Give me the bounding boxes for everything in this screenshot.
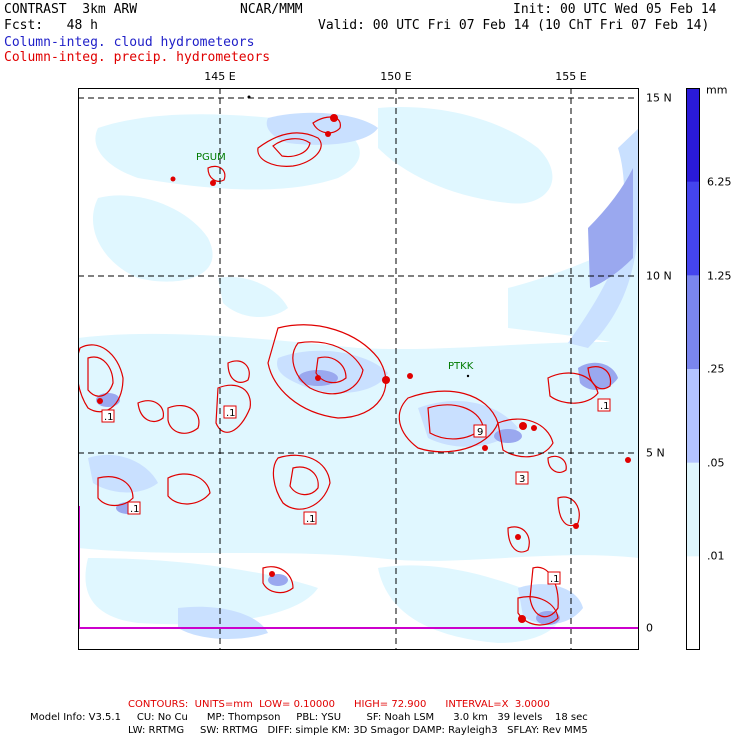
station-label-ptkk: PTKK bbox=[448, 361, 474, 372]
model-info: Model Info: V3.5.1 CU: No Cu MP: Thompso… bbox=[30, 712, 588, 723]
colorbar-segment bbox=[686, 275, 700, 370]
longitude-label-155: 155 E bbox=[555, 70, 587, 83]
colorbar-segment bbox=[686, 181, 700, 276]
colorbar bbox=[686, 88, 700, 650]
organization-label: NCAR/MMM bbox=[240, 2, 303, 17]
colorbar-segment bbox=[686, 556, 700, 650]
colorbar-label: 1.25 bbox=[707, 269, 732, 283]
contour-label: .1 bbox=[550, 574, 560, 585]
colorbar-label: .01 bbox=[707, 549, 725, 563]
model-title: CONTRAST 3km ARW bbox=[4, 2, 138, 17]
station-marker bbox=[466, 374, 470, 378]
valid-time: Valid: 00 UTC Fri 07 Feb 14 (10 ChT Fri … bbox=[318, 18, 710, 33]
latitude-label-5n: 5 N bbox=[646, 446, 665, 460]
init-time: Init: 00 UTC Wed 05 Feb 14 bbox=[513, 2, 717, 17]
contour-value-labels: .1 .1 .1 .1 9 3 .1 .1 bbox=[101, 398, 611, 585]
latitude-label-equator: 0 bbox=[646, 621, 653, 635]
contour-label: .1 bbox=[130, 504, 140, 515]
station-marker bbox=[247, 95, 251, 99]
station-label-pgum: PGUM bbox=[196, 152, 226, 163]
forecast-hour: Fcst: 48 h bbox=[4, 18, 98, 33]
contour-label: .1 bbox=[226, 408, 236, 419]
contour-label: .1 bbox=[104, 412, 114, 423]
contour-label: 3 bbox=[519, 474, 525, 485]
latitude-label-15n: 15 N bbox=[646, 91, 672, 105]
longitude-label-145: 145 E bbox=[204, 70, 236, 83]
latitude-label-10n: 10 N bbox=[646, 269, 672, 283]
colorbar-segment bbox=[686, 462, 700, 557]
colorbar-segment bbox=[686, 369, 700, 464]
longitude-label-150: 150 E bbox=[380, 70, 412, 83]
colorbar-segment bbox=[686, 88, 700, 183]
colorbar-label: 6.25 bbox=[707, 175, 732, 189]
precip-field-title: Column-integ. precip. hydrometeors bbox=[4, 50, 271, 65]
contour-label: .1 bbox=[600, 401, 610, 412]
contour-label: .1 bbox=[306, 514, 316, 525]
physics-info: LW: RRTMG SW: RRTMG DIFF: simple KM: 3D … bbox=[128, 725, 588, 736]
colorbar-label: .25 bbox=[707, 362, 725, 376]
colorbar-unit: mm bbox=[706, 83, 728, 97]
colorbar-label: .05 bbox=[707, 456, 725, 470]
precipitation-cores bbox=[97, 114, 631, 623]
precipitation-map: PGUM PTKK .1 .1 .1 .1 9 3 .1 .1 bbox=[78, 88, 639, 650]
cloud-field-title: Column-integ. cloud hydrometeors bbox=[4, 35, 255, 50]
contour-info: CONTOURS: UNITS=mm LOW= 0.10000 HIGH= 72… bbox=[128, 699, 550, 710]
contour-label: 9 bbox=[477, 427, 483, 438]
